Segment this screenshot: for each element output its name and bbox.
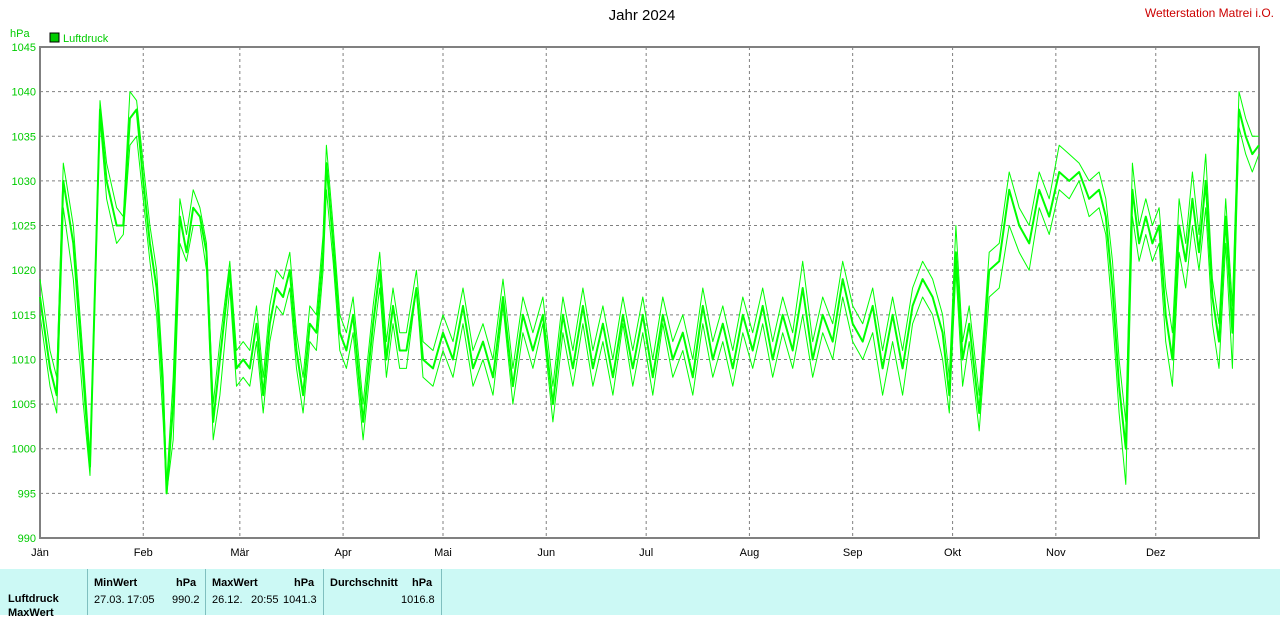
pressure-chart: Jahr 2024 Wetterstation Matrei i.O. hPa … — [10, 6, 1274, 559]
min-unit: hPa — [176, 577, 197, 589]
station-name: Wetterstation Matrei i.O. — [1145, 6, 1274, 20]
min-header: MinWert — [94, 577, 138, 589]
avg-header: Durchschnitt — [330, 577, 398, 589]
x-tick-label: Mai — [434, 547, 452, 559]
x-tick-label: Jun — [537, 547, 555, 559]
separator — [323, 569, 324, 615]
y-tick-label: 1005 — [12, 399, 36, 411]
stats-row-label-2: MaxWert — [8, 607, 54, 619]
y-tick-label: 1010 — [12, 354, 36, 366]
x-tick-label: Dez — [1146, 547, 1166, 559]
separator — [205, 569, 206, 615]
avg-unit: hPa — [412, 577, 433, 589]
y-tick-label: 1035 — [12, 131, 36, 143]
min-value: 990.2 — [172, 594, 200, 606]
x-tick-label: Jän — [31, 547, 49, 559]
max-unit: hPa — [294, 577, 315, 589]
y-tick-label: 995 — [18, 488, 36, 500]
min-time: 17:05 — [127, 594, 155, 606]
series-luftdruck — [39, 91, 1260, 495]
stats-row-label: Luftdruck — [8, 593, 59, 605]
y-tick-label: 1025 — [12, 221, 36, 233]
max-date: 26.12. — [212, 594, 243, 606]
avg-value: 1016.8 — [401, 594, 435, 606]
x-tick-label: Okt — [944, 547, 961, 559]
max-header: MaxWert — [212, 577, 258, 589]
y-tick-label: 1045 — [12, 42, 36, 54]
x-tick-label: Apr — [335, 547, 352, 559]
y-tick-label: 1020 — [12, 265, 36, 277]
legend-label: Luftdruck — [63, 33, 109, 45]
y-tick-label: 1015 — [12, 310, 36, 322]
y-tick-label: 1040 — [12, 87, 36, 99]
chart-title: Jahr 2024 — [609, 7, 676, 24]
y-tick-label: 1000 — [12, 444, 36, 456]
x-tick-label: Nov — [1046, 547, 1066, 559]
x-tick-label: Mär — [230, 547, 249, 559]
x-tick-labels: Jän Feb Mär Apr Mai Jun Jul Aug Sep Okt Nov Dez — [31, 547, 1165, 559]
y-tick-labels: 990 995 1000 1005 1010 1015 1020 1025 1030 1035 10… — [12, 42, 36, 545]
plot-area — [39, 46, 1260, 539]
grid-lines — [40, 47, 1259, 538]
y-axis-unit-label: hPa — [10, 28, 30, 40]
x-tick-label: Sep — [843, 547, 863, 559]
x-tick-label: Aug — [740, 547, 760, 559]
min-date: 27.03. — [94, 594, 125, 606]
statistics-panel: Luftdruck MaxWert MinWert hPa 27.03. 17:… — [0, 569, 1280, 619]
series-line-min — [39, 117, 1260, 494]
y-tick-label: 990 — [18, 533, 36, 545]
max-time: 20:55 — [251, 594, 279, 606]
series-line-max — [39, 91, 1259, 485]
legend-swatch — [49, 32, 60, 43]
y-tick-label: 1030 — [12, 176, 36, 188]
max-value: 1041.3 — [283, 594, 317, 606]
x-tick-label: Jul — [639, 547, 653, 559]
x-tick-label: Feb — [134, 547, 153, 559]
separator — [87, 569, 88, 615]
separator — [441, 569, 442, 615]
series-line-avg — [39, 108, 1260, 495]
